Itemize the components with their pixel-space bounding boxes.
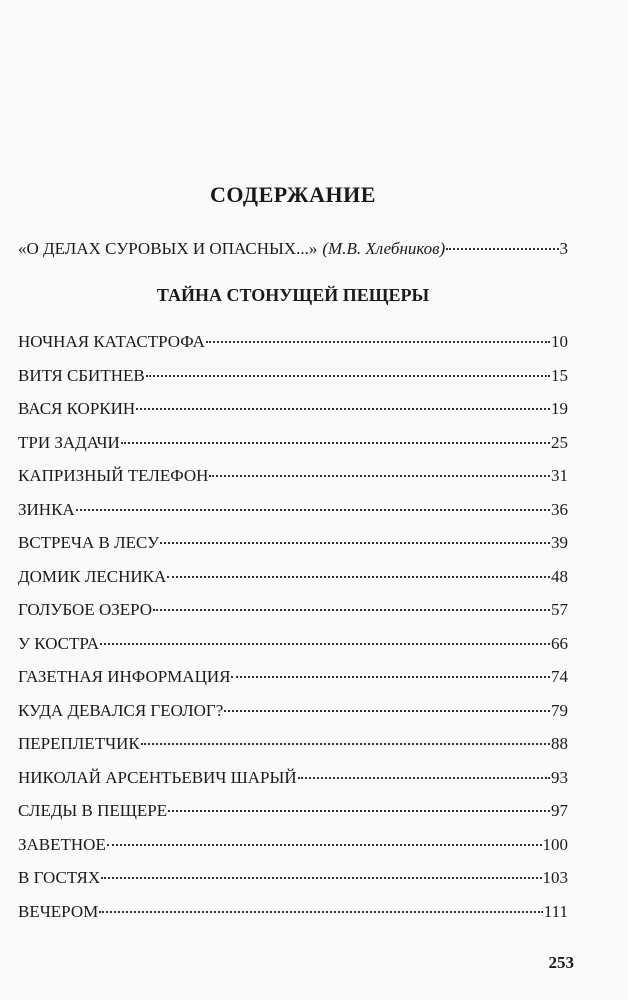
toc-entry: ВСТРЕЧА В ЛЕСУ 39 [18,532,568,554]
entry-page: 31 [551,466,568,485]
toc-entry: В ГОСТЯХ 103 [18,867,568,889]
entry-page: 66 [551,633,568,653]
entry-title: ПЕРЕПЛЕТЧИК [18,734,140,753]
entry-title: ЗИНКА [18,499,75,519]
dot-leader [167,575,550,578]
dot-leader [136,408,550,410]
dot-leader [99,910,543,913]
toc-entry: ГАЗЕТНАЯ ИНФОРМАЦИЯ 74 [18,666,568,688]
dot-leader [160,542,550,544]
entry-page: 25 [551,432,568,452]
intro-entry: «О ДЕЛАХ СУРОВЫХ И ОПАСНЫХ...» (М.В. Хле… [18,238,568,260]
toc-entry: СЛЕДЫ В ПЕЩЕРЕ 97 [18,800,568,822]
toc-entry: ДОМИК ЛЕСНИКА 48 [18,566,568,588]
dot-leader [145,374,550,377]
dot-leader [153,609,550,611]
entry-title: ВАСЯ КОРКИН [18,399,136,418]
toc-entry: ЗИНКА 36 [18,499,568,521]
entry-title: КАПРИЗНЫЙ ТЕЛЕФОН [18,466,209,485]
toc-entry: ПЕРЕПЛЕТЧИК 88 [18,733,568,755]
entry-title: ВИТЯ СБИТНЕВ [18,365,145,385]
toc-entry: У КОСТРА 66 [18,633,568,655]
dot-leader [446,248,559,250]
contents-title: СОДЕРЖАНИЕ [210,182,376,207]
entry-title: ВСТРЕЧА В ЛЕСУ [18,533,160,552]
intro-text: «О ДЕЛАХ СУРОВЫХ И ОПАСНЫХ...» [18,239,318,258]
toc-entry: ВЕЧЕРОМ 111 [18,901,568,923]
toc-entry: ВАСЯ КОРКИН 19 [18,398,568,420]
dot-leader [297,776,550,779]
toc-entry: ГОЛУБОЕ ОЗЕРО 57 [18,599,568,621]
toc-entry: ТРИ ЗАДАЧИ 25 [18,432,568,454]
entry-page: 111 [543,901,568,921]
entry-title: У КОСТРА [18,633,99,653]
entry-title: ТРИ ЗАДАЧИ [18,432,120,452]
toc-entry: НИКОЛАЙ АРСЕНТЬЕВИЧ ШАРЫЙ 93 [18,767,568,789]
entry-title: НОЧНАЯ КАТАСТРОФА [18,332,205,351]
intro-author: (М.В. Хлебников) [322,239,446,258]
entry-page: 93 [551,767,568,787]
entry-page: 48 [551,566,568,586]
dot-leader [120,441,550,444]
dot-leader [99,642,550,645]
entry-page: 103 [542,868,569,887]
entry-page: 88 [551,734,568,753]
entry-title: СЛЕДЫ В ПЕЩЕРЕ [18,801,168,820]
entry-title: ГОЛУБОЕ ОЗЕРО [18,600,153,619]
intro-page: 3 [559,239,569,258]
entry-title: В ГОСТЯХ [18,868,101,887]
entry-page: 39 [551,533,568,552]
dot-leader [106,843,542,846]
dot-leader [209,475,550,477]
toc-entry: НОЧНАЯ КАТАСТРОФА 10 [18,331,568,353]
toc-entry: ЗАВЕТНОЕ 100 [18,834,568,856]
dot-leader [140,743,550,745]
dot-leader [75,508,550,511]
toc-entry: КАПРИЗНЫЙ ТЕЛЕФОН 31 [18,465,568,487]
dot-leader [205,341,550,343]
entry-page: 79 [551,700,568,720]
dot-leader [224,709,550,712]
entry-page: 19 [551,399,568,418]
page-number: 253 [548,953,575,972]
entry-page: 10 [551,332,568,351]
toc-entry: ВИТЯ СБИТНЕВ 15 [18,365,568,387]
entry-title: ДОМИК ЛЕСНИКА [18,566,167,586]
dot-leader [231,676,550,678]
dot-leader [168,810,550,812]
entry-title: КУДА ДЕВАЛСЯ ГЕОЛОГ? [18,700,224,720]
entry-page: 15 [551,365,568,385]
entry-page: 100 [542,834,569,854]
entry-page: 97 [551,801,568,820]
entry-page: 36 [551,499,568,519]
entry-title: НИКОЛАЙ АРСЕНТЬЕВИЧ ШАРЫЙ [18,767,297,787]
entry-title: ВЕЧЕРОМ [18,901,99,921]
entry-page: 74 [551,667,568,686]
entry-title: ЗАВЕТНОЕ [18,834,106,854]
entry-title: ГАЗЕТНАЯ ИНФОРМАЦИЯ [18,667,231,686]
entry-page: 57 [551,600,568,619]
dot-leader [101,877,542,879]
section-title: ТАЙНА СТОНУЩЕЙ ПЕЩЕРЫ [156,285,430,305]
toc-entry: КУДА ДЕВАЛСЯ ГЕОЛОГ? 79 [18,700,568,722]
